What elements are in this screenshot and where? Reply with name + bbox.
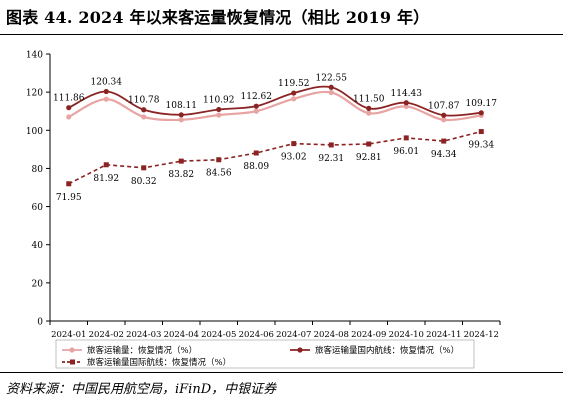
data-label-domestic: 111.50 [353, 94, 385, 104]
data-label-international: 80.32 [131, 177, 157, 187]
legend-swatch-marker [70, 359, 75, 365]
y-tick-label: 140 [26, 51, 43, 61]
data-label-international: 93.02 [281, 153, 307, 163]
legend-label: 旅客运输量：恢复情况（%） [87, 345, 197, 356]
data-label-international: 71.95 [56, 193, 82, 203]
series-point-2 [103, 162, 109, 168]
series-line-0 [68, 90, 482, 122]
x-tick-label: 2024-11 [426, 330, 461, 340]
y-tick-label: 120 [26, 89, 43, 99]
series-point-1 [178, 112, 184, 118]
series-point-1 [66, 105, 72, 111]
x-tick-label: 2024-03 [126, 330, 161, 340]
series-point-0 [441, 117, 447, 123]
series-point-2 [178, 158, 184, 164]
chart-series [66, 84, 484, 187]
data-label-domestic: 108.11 [166, 101, 198, 111]
y-tick-label: 40 [32, 241, 44, 251]
y-tick-label: 100 [26, 127, 43, 137]
y-tick-label: 0 [37, 318, 43, 328]
data-label-domestic: 111.86 [53, 94, 85, 104]
data-label-international: 88.09 [243, 162, 269, 172]
data-label-domestic: 120.34 [91, 77, 123, 87]
data-label-domestic: 114.43 [391, 89, 423, 99]
series-point-2 [478, 129, 484, 135]
series-point-1 [103, 88, 109, 95]
series-point-0 [103, 96, 109, 102]
data-label-international: 94.34 [431, 150, 457, 160]
x-tick-label: 2024-06 [239, 330, 274, 340]
data-label-international: 84.56 [206, 169, 232, 179]
series-point-1 [328, 84, 334, 90]
series-point-2 [441, 138, 447, 144]
data-label-domestic: 122.55 [316, 73, 348, 83]
x-tick-label: 2024-02 [89, 330, 124, 340]
legend-swatch-marker [297, 347, 303, 353]
x-tick-label: 2024-12 [464, 330, 499, 340]
series-point-0 [403, 103, 409, 110]
data-label-domestic: 112.62 [241, 92, 273, 102]
y-tick-label: 60 [32, 203, 44, 213]
series-point-0 [328, 89, 334, 96]
series-point-2 [66, 181, 72, 187]
series-point-0 [178, 117, 184, 123]
series-point-2 [216, 157, 222, 163]
legend-box [55, 339, 475, 369]
series-point-0 [253, 108, 259, 114]
legend-label: 旅客运输量国际航线：恢复情况（%） [87, 357, 231, 368]
series-point-0 [141, 114, 147, 120]
series-point-1 [291, 90, 297, 96]
data-label-international: 81.92 [93, 174, 119, 184]
data-label-international: 92.81 [356, 153, 382, 163]
figure-title: 图表 44. 2024 年以来客运量恢复情况（相比 2019 年） [6, 8, 430, 27]
x-tick-label: 2024-01 [51, 330, 86, 340]
data-label-domestic: 109.17 [466, 99, 498, 109]
data-label-international: 99.34 [468, 141, 494, 151]
series-point-1 [478, 110, 484, 116]
title-divider [0, 34, 563, 35]
series-point-0 [291, 96, 297, 102]
data-label-international: 96.01 [393, 147, 419, 157]
series-point-1 [141, 107, 147, 113]
data-label-domestic: 110.78 [128, 96, 160, 106]
chart-legend: 旅客运输量：恢复情况（%） 旅客运输量国内航线：恢复情况（%） 旅客运输量国际航线：… [55, 339, 475, 369]
x-tick-label: 2024-05 [201, 330, 236, 340]
series-line-1 [68, 85, 482, 117]
y-tick-label: 80 [32, 165, 44, 175]
series-line-2 [68, 130, 482, 185]
data-label-domestic: 119.52 [278, 79, 310, 89]
series-point-2 [403, 135, 409, 141]
series-point-2 [291, 141, 297, 147]
series-point-1 [253, 103, 259, 109]
data-label-international: 92.31 [318, 154, 344, 164]
source-note: 资料来源：中国民用航空局，iFinD，中银证券 [6, 382, 277, 397]
legend-label: 旅客运输量国内航线：恢复情况（%） [315, 345, 459, 356]
series-point-0 [216, 112, 222, 118]
series-point-0 [366, 110, 372, 116]
legend-swatch-marker [69, 347, 75, 353]
footer-divider [0, 372, 563, 373]
series-point-2 [253, 150, 259, 156]
series-point-2 [328, 142, 334, 148]
series-point-0 [66, 114, 72, 120]
y-tick-label: 20 [32, 279, 44, 289]
x-tick-label: 2024-10 [389, 330, 424, 340]
data-label-domestic: 107.87 [428, 101, 460, 111]
series-point-1 [216, 106, 222, 113]
x-tick-label: 2024-04 [164, 330, 199, 340]
series-point-1 [366, 105, 372, 111]
series-point-2 [366, 141, 372, 147]
x-tick-label: 2024-08 [314, 330, 349, 340]
series-point-2 [141, 165, 147, 171]
chart-data-labels: 111.86 120.34 110.78 108.11 110.92 112.62 119.… [53, 73, 497, 203]
data-label-international: 83.82 [168, 170, 194, 180]
x-tick-label: 2024-09 [351, 330, 386, 340]
series-point-1 [441, 112, 447, 118]
data-label-domestic: 110.92 [203, 95, 235, 105]
series-point-1 [403, 100, 409, 106]
x-tick-label: 2024-07 [276, 330, 311, 340]
